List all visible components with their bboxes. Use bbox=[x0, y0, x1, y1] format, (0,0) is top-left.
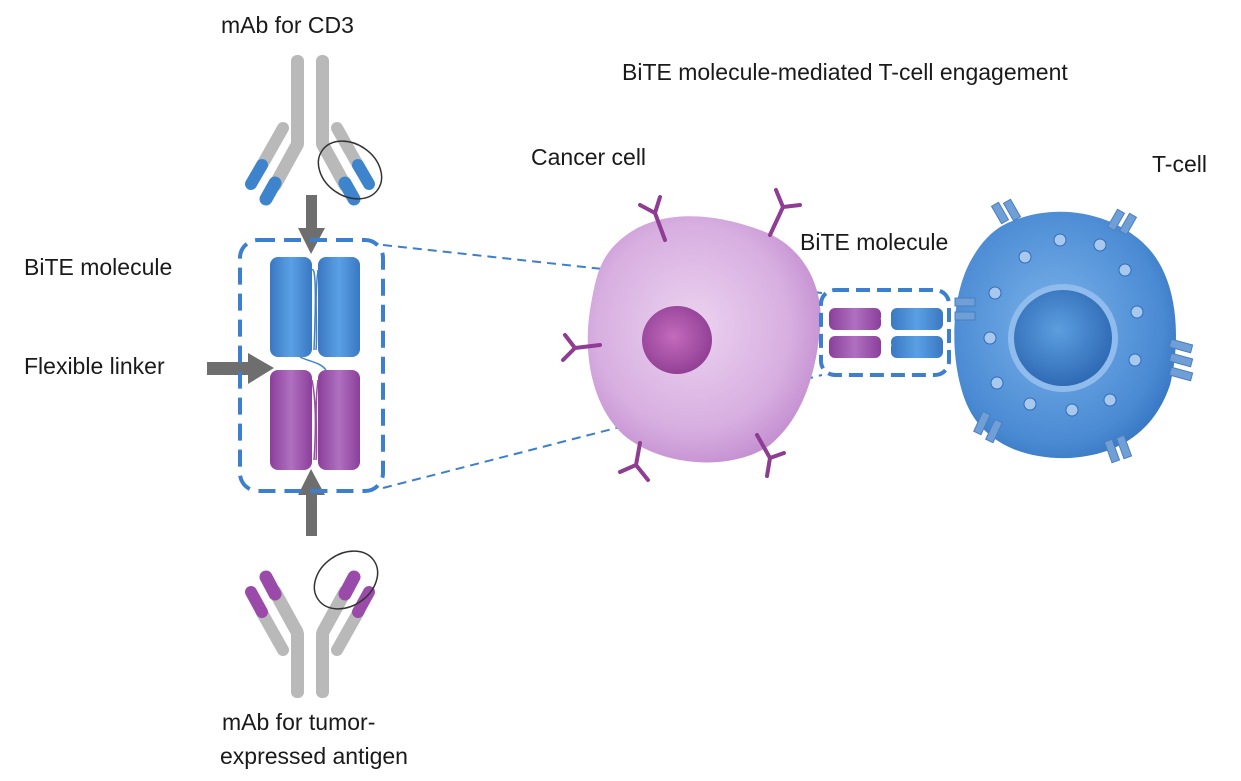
mab-cd3-antibody bbox=[245, 55, 375, 206]
label-t-cell: T-cell bbox=[1152, 151, 1207, 177]
t-cell-nucleus bbox=[1014, 290, 1112, 386]
bite-molecule-small bbox=[829, 308, 943, 358]
t-cell bbox=[954, 198, 1194, 464]
bite-molecule-box-left bbox=[238, 238, 385, 493]
label-cancer-cell: Cancer cell bbox=[531, 144, 646, 170]
bite-molecule-large bbox=[270, 257, 360, 470]
label-bite-molecule-right: BiTE molecule bbox=[800, 229, 948, 255]
label-mab-tumor-line2: expressed antigen bbox=[220, 743, 408, 769]
flexible-linker bbox=[299, 356, 327, 371]
bite-molecule-box-right bbox=[819, 288, 951, 377]
label-flexible-linker: Flexible linker bbox=[24, 353, 165, 379]
label-bite-molecule-left: BiTE molecule bbox=[24, 254, 172, 280]
cancer-cell-nucleus bbox=[642, 306, 712, 374]
mab-tumor-antigen-antibody bbox=[245, 570, 375, 698]
arrow-up-from-antigen bbox=[298, 469, 325, 536]
fab-highlight-ellipse-top bbox=[317, 140, 383, 200]
label-mab-tumor-line1: mAb for tumor- bbox=[222, 709, 375, 735]
label-mab-cd3: mAb for CD3 bbox=[221, 12, 354, 38]
cancer-cell bbox=[561, 188, 821, 482]
figure-title: BiTE molecule-mediated T-cell engagement bbox=[622, 59, 1068, 85]
fab-highlight-ellipse-bottom bbox=[313, 550, 379, 610]
arrow-down-from-cd3 bbox=[298, 195, 325, 254]
